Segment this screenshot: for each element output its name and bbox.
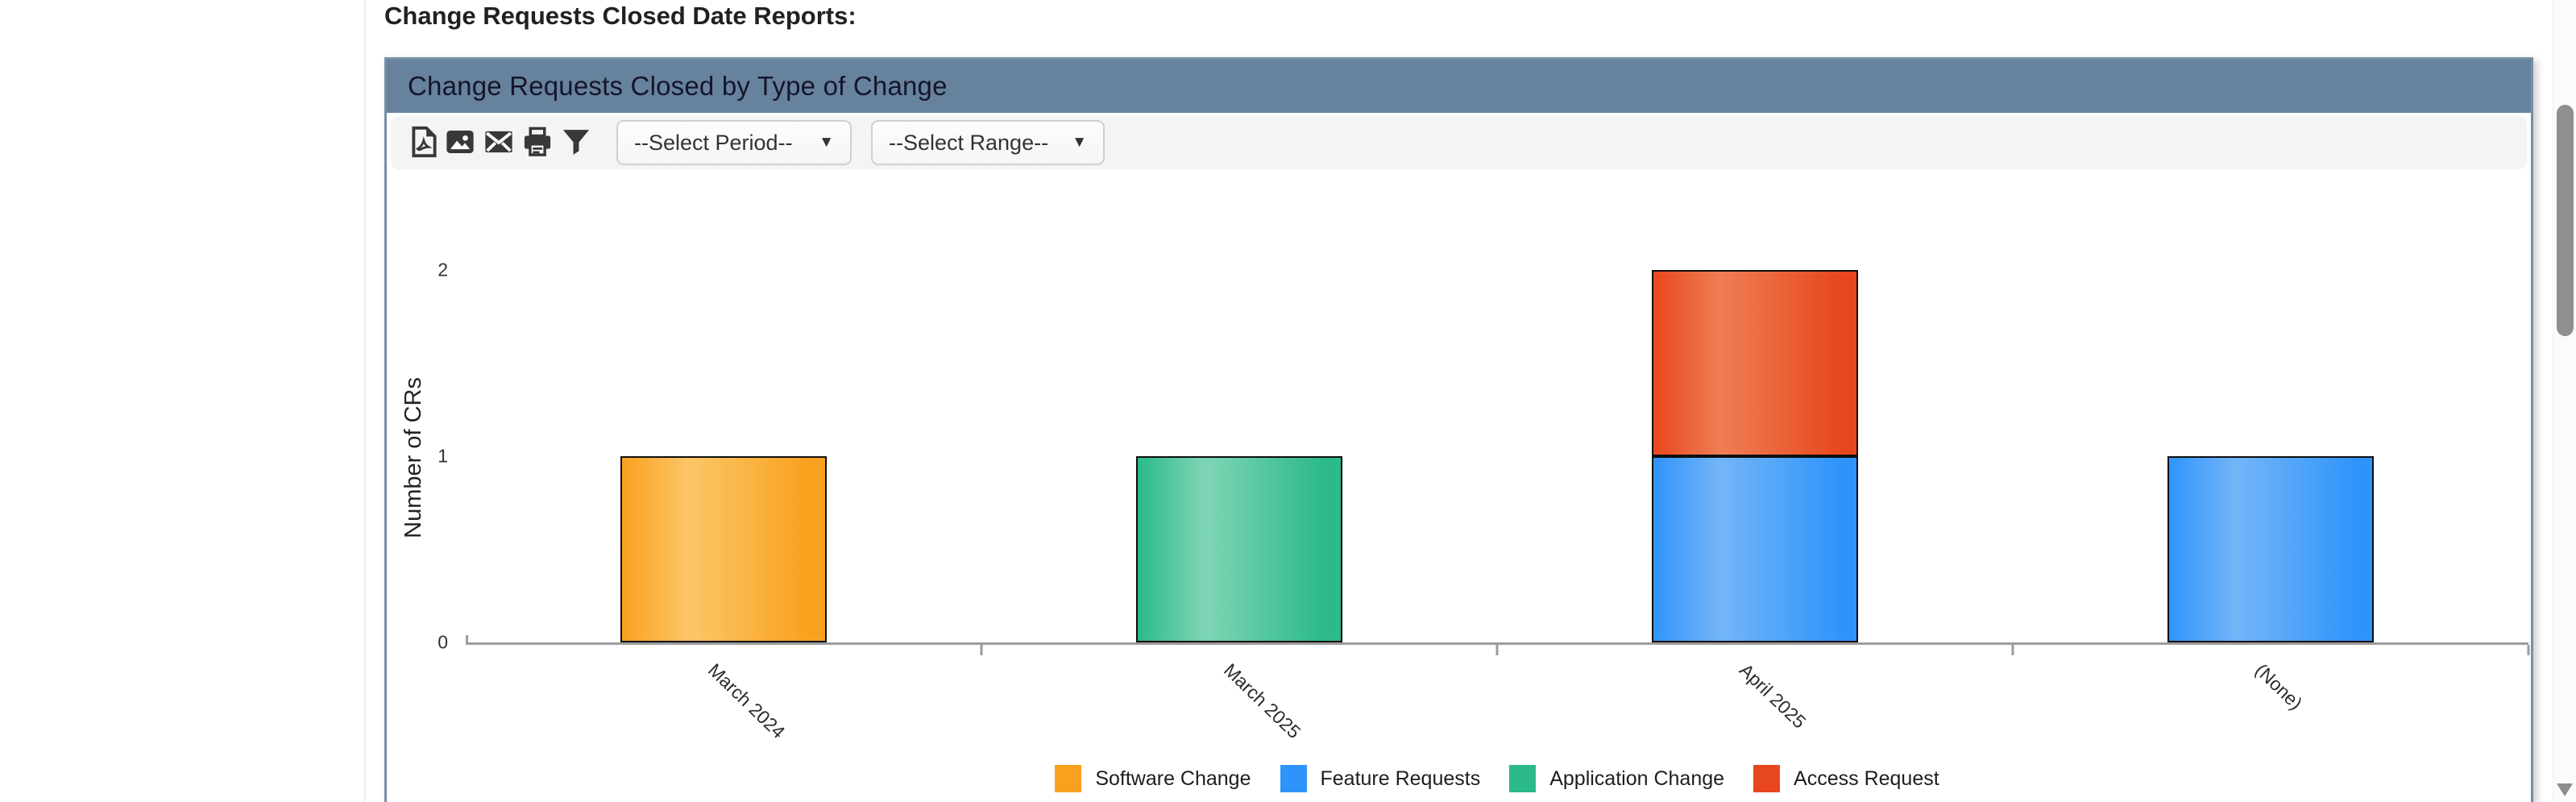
legend-item-access-request: Access Request (1753, 765, 1939, 792)
pdf-export-button[interactable] (402, 123, 441, 163)
bar-segment-software-change (620, 456, 827, 642)
plot-area: 0 1 2 March 2024 March 2025 April 2025 (None) (438, 260, 2530, 742)
chevron-down-icon: ▼ (819, 134, 834, 151)
panel-header: Change Requests Closed by Type of Change (387, 60, 2531, 113)
image-export-icon (443, 125, 477, 161)
page-title: Change Requests Closed Date Reports: (384, 2, 857, 30)
vertical-scrollbar[interactable] (2553, 0, 2576, 802)
image-export-button[interactable] (441, 123, 479, 163)
bar-stack (1136, 270, 1342, 642)
legend-item-software-change: Software Change (1055, 765, 1251, 792)
print-button[interactable] (518, 123, 557, 163)
report-panel: Change Requests Closed by Type of Change (384, 57, 2533, 802)
x-axis-origin-tick (466, 635, 468, 645)
legend-label: Access Request (1794, 767, 1939, 790)
scrollbar-thumb[interactable] (2557, 105, 2574, 336)
print-icon (521, 125, 554, 161)
legend-label: Feature Requests (1320, 767, 1481, 790)
x-axis-label: March 2024 (703, 659, 790, 743)
range-select[interactable]: --Select Range-- ▼ (871, 120, 1105, 165)
bar-segment-access-request (1652, 270, 1858, 456)
chart-toolbar: --Select Period-- ▼ --Select Range-- ▼ (391, 116, 2527, 169)
legend-label: Application Change (1549, 767, 1725, 790)
bar-stack (1652, 270, 1858, 642)
x-axis-label: (None) (2250, 659, 2307, 714)
bar-segment-feature-requests (1652, 456, 1858, 642)
legend-swatch (1753, 765, 1781, 792)
x-axis-tick (1495, 645, 1499, 655)
content-divider (364, 0, 366, 802)
x-axis-label: April 2025 (1735, 659, 1811, 733)
period-select-value: --Select Period-- (634, 130, 793, 155)
legend-item-feature-requests: Feature Requests (1280, 765, 1481, 792)
range-select-value: --Select Range-- (889, 130, 1049, 155)
legend-swatch (1280, 765, 1307, 792)
panel-title: Change Requests Closed by Type of Change (408, 71, 948, 101)
x-axis-tick (980, 645, 983, 655)
x-axis-tick (2011, 645, 2014, 655)
x-axis-tick (2527, 645, 2530, 655)
bar-stack (2167, 270, 2374, 642)
y-tick-label: 2 (438, 259, 448, 280)
email-button[interactable] (479, 123, 518, 163)
chevron-down-icon: ▼ (1072, 134, 1087, 151)
filter-icon (559, 125, 593, 161)
y-axis-ticks: 0 1 2 (409, 260, 454, 651)
filter-button[interactable] (557, 123, 595, 163)
pdf-export-icon (404, 125, 438, 161)
bar-segment-application-change (1136, 456, 1342, 642)
y-tick-label: 0 (438, 631, 448, 653)
bar-stack (620, 270, 827, 642)
email-icon (482, 125, 516, 161)
period-select[interactable]: --Select Period-- ▼ (616, 120, 852, 165)
y-tick-label: 1 (438, 445, 448, 467)
chart-legend: Software Change Feature Requests Applicati… (466, 765, 2528, 792)
scrollbar-down-arrow-icon[interactable] (2557, 783, 2573, 796)
bar-segment-feature-requests (2167, 456, 2374, 642)
x-axis-label: March 2025 (1219, 659, 1305, 743)
legend-item-application-change: Application Change (1509, 765, 1724, 792)
legend-swatch (1509, 765, 1537, 792)
legend-label: Software Change (1095, 767, 1251, 790)
legend-swatch (1055, 765, 1082, 792)
